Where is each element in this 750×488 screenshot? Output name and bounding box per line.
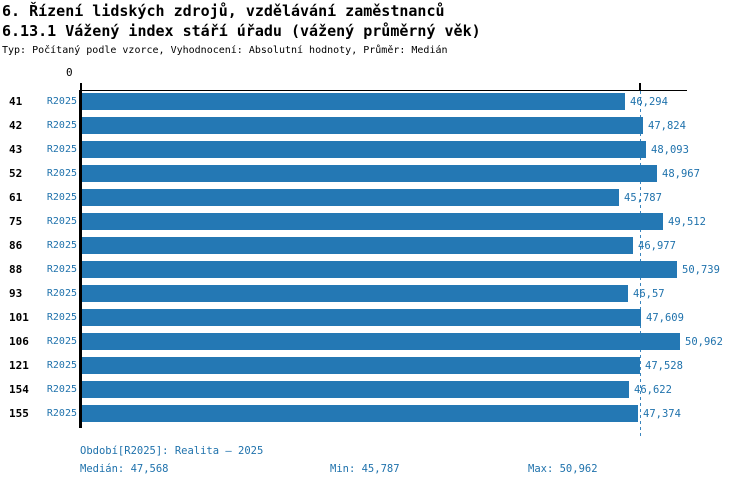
x-axis-tick-zero xyxy=(80,83,82,90)
series-label: R2025 xyxy=(46,287,77,299)
max-stat: Max: 50,962 xyxy=(528,463,598,475)
bar xyxy=(82,261,677,278)
bar xyxy=(82,165,657,182)
series-label: R2025 xyxy=(46,239,77,251)
median-stat: Medián: 47,568 xyxy=(80,463,169,475)
bar-value-label: 46,57 xyxy=(633,287,665,300)
bar-row: 52 R2025 48,967 xyxy=(0,162,750,186)
bar xyxy=(82,309,641,326)
bar xyxy=(82,333,680,350)
bar-row: 121 R2025 47,528 xyxy=(0,354,750,378)
bar-row: 42 R2025 47,824 xyxy=(0,114,750,138)
bar-row: 61 R2025 45,787 xyxy=(0,186,750,210)
page-subtitle: 6.13.1 Vážený index stáří úřadu (vážený … xyxy=(2,22,481,40)
bar-row: 75 R2025 49,512 xyxy=(0,210,750,234)
series-label: R2025 xyxy=(46,167,77,179)
bar-row: 43 R2025 48,093 xyxy=(0,138,750,162)
category-label: 42 xyxy=(9,118,23,132)
series-label: R2025 xyxy=(46,119,77,131)
category-label: 155 xyxy=(9,406,29,420)
bar-value-label: 50,739 xyxy=(682,263,720,276)
series-label: R2025 xyxy=(46,311,77,323)
bar xyxy=(82,237,633,254)
bar-row: 154 R2025 46,622 xyxy=(0,378,750,402)
series-label: R2025 xyxy=(46,263,77,275)
bar-value-label: 48,093 xyxy=(651,143,689,156)
bar-value-label: 49,512 xyxy=(668,215,706,228)
min-stat: Min: 45,787 xyxy=(330,463,400,475)
page-title: 6. Řízení lidských zdrojů, vzdělávání za… xyxy=(2,2,445,20)
bar-value-label: 46,294 xyxy=(630,95,668,108)
bar-row: 93 R2025 46,57 xyxy=(0,282,750,306)
bar xyxy=(82,93,625,110)
category-label: 43 xyxy=(9,142,23,156)
bar xyxy=(82,405,638,422)
series-label: R2025 xyxy=(46,215,77,227)
series-label: R2025 xyxy=(46,335,77,347)
series-label: R2025 xyxy=(46,143,77,155)
bar-value-label: 47,374 xyxy=(643,407,681,420)
series-label: R2025 xyxy=(46,407,77,419)
category-label: 154 xyxy=(9,382,29,396)
bar-row: 101 R2025 47,609 xyxy=(0,306,750,330)
series-label: R2025 xyxy=(46,383,77,395)
bar-row: 155 R2025 47,374 xyxy=(0,402,750,426)
bar-value-label: 47,528 xyxy=(645,359,683,372)
bar xyxy=(82,357,640,374)
bar-value-label: 46,977 xyxy=(638,239,676,252)
bar-row: 86 R2025 46,977 xyxy=(0,234,750,258)
bar-value-label: 47,824 xyxy=(648,119,686,132)
category-label: 86 xyxy=(9,238,23,252)
series-label: R2025 xyxy=(46,95,77,107)
bar xyxy=(82,189,619,206)
bar xyxy=(82,213,663,230)
bar-value-label: 50,962 xyxy=(685,335,723,348)
bar-value-label: 46,622 xyxy=(634,383,672,396)
category-label: 41 xyxy=(9,94,23,108)
category-label: 75 xyxy=(9,214,23,228)
category-label: 101 xyxy=(9,310,29,324)
series-label: R2025 xyxy=(46,359,77,371)
category-label: 121 xyxy=(9,358,29,372)
chart-meta-line: Typ: Počítaný podle vzorce, Vyhodnocení:… xyxy=(2,45,448,56)
category-label: 93 xyxy=(9,286,23,300)
bar-row: 88 R2025 50,739 xyxy=(0,258,750,282)
bar xyxy=(82,381,629,398)
x-axis-origin-label: 0 xyxy=(66,66,73,79)
category-label: 61 xyxy=(9,190,23,204)
bar-row: 106 R2025 50,962 xyxy=(0,330,750,354)
bar-row: 41 R2025 46,294 xyxy=(0,90,750,114)
y-axis-line xyxy=(79,90,82,428)
series-label: R2025 xyxy=(46,191,77,203)
bar-value-label: 48,967 xyxy=(662,167,700,180)
period-label: Období[R2025]: Realita – 2025 xyxy=(80,445,264,457)
bar xyxy=(82,117,643,134)
x-axis-tick-median xyxy=(639,83,641,90)
category-label: 88 xyxy=(9,262,23,276)
bar-value-label: 45,787 xyxy=(624,191,662,204)
bar xyxy=(82,141,646,158)
x-axis-line xyxy=(79,90,687,91)
category-label: 52 xyxy=(9,166,23,180)
category-label: 106 xyxy=(9,334,29,348)
bar-value-label: 47,609 xyxy=(646,311,684,324)
bar xyxy=(82,285,628,302)
